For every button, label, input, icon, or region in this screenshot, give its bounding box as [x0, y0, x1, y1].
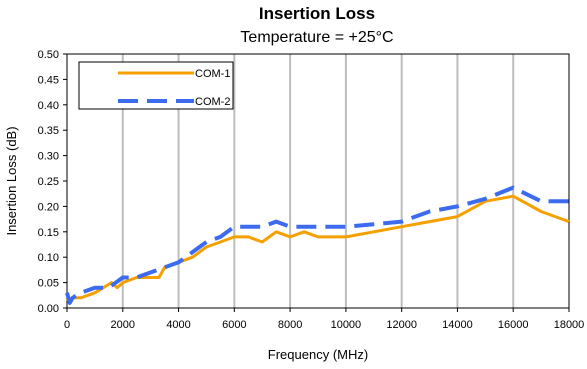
- y-tick-label: 0.05: [38, 278, 59, 290]
- x-tick-label: 4000: [166, 319, 190, 331]
- x-tick-label: 16000: [498, 319, 529, 331]
- x-tick-label: 2000: [111, 319, 135, 331]
- series-line-com-1: [65, 194, 570, 305]
- y-tick-label: 0.20: [38, 201, 59, 213]
- y-tick-label: 0.15: [38, 227, 59, 239]
- chart-subtitle: Temperature = +25°C: [240, 29, 393, 46]
- x-tick-label: 10000: [331, 319, 362, 331]
- y-tick-label: 0.45: [38, 74, 59, 86]
- y-axis-label: Insertion Loss (dB): [4, 126, 19, 235]
- legend-label-com-1: COM-1: [195, 68, 230, 80]
- chart-title: Insertion Loss: [259, 4, 375, 23]
- y-tick-label: 0.10: [38, 252, 59, 264]
- y-tick-label: 0.25: [38, 176, 59, 188]
- y-axis-ticks: 0.00 0.05 0.10 0.15 0.20 0.25 0.30 0.35 0.40 0.45…: [38, 49, 67, 315]
- y-tick-label: 0.00: [38, 303, 59, 315]
- x-tick-label: 18000: [554, 319, 585, 331]
- legend-label-com-2: COM-2: [195, 96, 230, 108]
- y-tick-label: 0.50: [38, 49, 59, 61]
- legend: COM-1 COM-2: [78, 61, 234, 110]
- series-line-com-2: [65, 185, 569, 305]
- x-tick-label: 0: [64, 319, 70, 331]
- x-tick-label: 14000: [442, 319, 473, 331]
- y-tick-label: 0.35: [38, 125, 59, 137]
- x-tick-label: 12000: [386, 319, 417, 331]
- x-axis-label: Frequency (MHz): [268, 347, 368, 362]
- series-layer: [65, 185, 570, 305]
- x-tick-label: 6000: [222, 319, 246, 331]
- y-tick-label: 0.30: [38, 151, 59, 163]
- y-tick-label: 0.40: [38, 100, 59, 112]
- x-tick-label: 8000: [278, 319, 302, 331]
- x-axis-ticks: 0 2000 4000 6000 8000 10000 12000 14000 16000 180…: [64, 308, 584, 331]
